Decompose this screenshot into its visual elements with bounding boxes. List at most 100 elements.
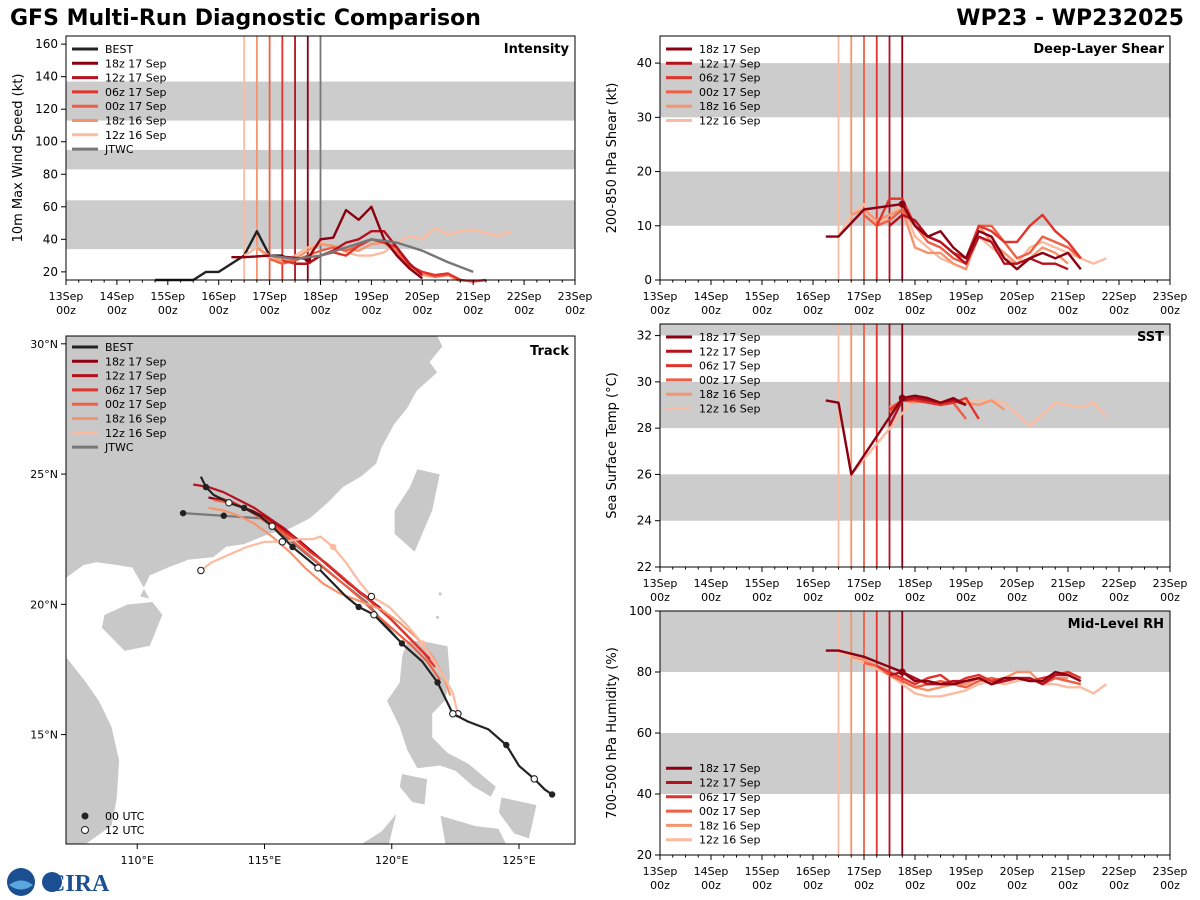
x-tick-label: 17Sep bbox=[847, 290, 882, 303]
x-tick-label: 17Sep bbox=[847, 865, 882, 878]
x-tick-label: 00z bbox=[1058, 879, 1078, 892]
y-tick-label: 140 bbox=[35, 70, 58, 84]
panel-title: Track bbox=[530, 344, 569, 359]
track-marker-00utc bbox=[503, 741, 510, 749]
legend-label: 12z 16 Sep bbox=[699, 115, 761, 128]
x-tick-label: 00z bbox=[1058, 591, 1078, 604]
panel-title: Intensity bbox=[504, 42, 570, 57]
x-tick-label: 00z bbox=[1160, 879, 1180, 892]
x-tick-label: 16Sep bbox=[796, 865, 831, 878]
x-tick-label: 16Sep bbox=[201, 290, 236, 303]
legend-label: 18z 16 Sep bbox=[105, 115, 167, 128]
x-tick-label: 00z bbox=[905, 591, 925, 604]
x-tick-label: 20Sep bbox=[1000, 290, 1035, 303]
x-tick-label: 17Sep bbox=[847, 577, 882, 590]
x-tick-label: 00z bbox=[701, 879, 721, 892]
y-tick-label: 26 bbox=[637, 467, 652, 481]
x-tick-label: 00z bbox=[650, 879, 670, 892]
x-tick-label: 20Sep bbox=[1000, 865, 1035, 878]
y-tick-label: 28 bbox=[637, 421, 652, 435]
axes-frame bbox=[65, 335, 576, 845]
x-tick-label: 14Sep bbox=[694, 290, 729, 303]
storm-id-title: WP23 - WP232025 bbox=[956, 6, 1184, 31]
x-tick-label: 00z bbox=[56, 304, 76, 317]
legend-label: 00z 17 Sep bbox=[699, 86, 761, 99]
track-marker-12utc bbox=[197, 566, 205, 575]
legend-label: 12z 17 Sep bbox=[105, 72, 167, 85]
x-tick-label: 15Sep bbox=[150, 290, 185, 303]
legend-marker-12utc bbox=[81, 826, 89, 834]
x-tick-label: 00z bbox=[854, 879, 874, 892]
legend-label: 12z 17 Sep bbox=[699, 777, 761, 790]
y-tick-label: 120 bbox=[35, 102, 58, 116]
y-axis-label: 700-500 hPa Humidity (%) bbox=[605, 647, 620, 819]
x-tick-label: 110°E bbox=[121, 854, 154, 867]
x-tick-label: 22Sep bbox=[1102, 290, 1137, 303]
noaa-wave-icon bbox=[9, 880, 33, 890]
track-marker-12utc bbox=[530, 775, 539, 783]
series-marker bbox=[898, 200, 906, 208]
series-line-12z-17-Sep bbox=[295, 229, 424, 276]
x-tick-label: 00z bbox=[752, 304, 772, 317]
y-tick-label: 22 bbox=[637, 560, 652, 574]
land-taiwan bbox=[393, 468, 441, 553]
track-marker-00utc bbox=[434, 679, 441, 686]
series-line-12z-16-Sep bbox=[837, 649, 1108, 698]
track-marker-00utc bbox=[220, 512, 227, 519]
x-tick-label: 14Sep bbox=[100, 290, 135, 303]
x-tick-label: 00z bbox=[362, 304, 382, 317]
x-tick-label: 00z bbox=[905, 304, 925, 317]
legend-label: 06z 17 Sep bbox=[699, 791, 761, 804]
x-tick-label: 21Sep bbox=[1051, 577, 1086, 590]
land-babuyan bbox=[436, 615, 440, 619]
series-line-JTWC bbox=[269, 238, 474, 274]
legend-label: 12 UTC bbox=[105, 824, 145, 837]
y-tick-label: 60 bbox=[637, 726, 652, 740]
track-marker-12utc bbox=[314, 564, 322, 572]
x-tick-label: 16Sep bbox=[796, 290, 831, 303]
legend-label: 12z 16 Sep bbox=[699, 834, 761, 847]
x-tick-label: 21Sep bbox=[1051, 290, 1086, 303]
track-marker-00utc bbox=[240, 504, 248, 512]
panel-title: Mid-Level RH bbox=[1068, 617, 1164, 632]
x-tick-label: 00z bbox=[854, 591, 874, 604]
y-tick-label: 40 bbox=[637, 56, 652, 70]
legend-label: JTWC bbox=[104, 143, 134, 156]
x-tick-label: 20Sep bbox=[1000, 577, 1035, 590]
panel-shear: 01020304013Sep00z14Sep00z15Sep00z16Sep00… bbox=[605, 35, 1187, 317]
x-tick-label: 16Sep bbox=[796, 577, 831, 590]
x-tick-label: 14Sep bbox=[694, 577, 729, 590]
x-tick-label: 00z bbox=[650, 304, 670, 317]
x-tick-label: 22Sep bbox=[1102, 865, 1137, 878]
x-tick-label: 00z bbox=[1109, 879, 1129, 892]
y-tick-label: 20 bbox=[637, 848, 652, 862]
track-marker-12utc bbox=[278, 538, 287, 546]
land-palawan bbox=[360, 812, 398, 844]
y-tick-label: 10 bbox=[637, 219, 652, 233]
x-tick-label: 00z bbox=[701, 591, 721, 604]
panel-title: SST bbox=[1137, 330, 1164, 345]
legend-label: 00z 17 Sep bbox=[105, 398, 167, 411]
land-visayas bbox=[439, 814, 507, 844]
x-tick-label: 13Sep bbox=[643, 865, 678, 878]
legend-label: 18z 16 Sep bbox=[699, 100, 761, 113]
x-tick-label: 00z bbox=[650, 591, 670, 604]
x-tick-label: 00z bbox=[1007, 591, 1027, 604]
legend-label: 18z 17 Sep bbox=[699, 43, 761, 56]
x-tick-label: 00z bbox=[956, 591, 976, 604]
land-hainan bbox=[101, 601, 164, 652]
track-marker-12utc bbox=[449, 709, 457, 718]
x-tick-label: 00z bbox=[1007, 879, 1027, 892]
legend-label: 12z 17 Sep bbox=[105, 370, 167, 383]
y-tick-label: 20 bbox=[43, 265, 58, 279]
land-batanes bbox=[438, 592, 442, 596]
legend-label: 06z 17 Sep bbox=[699, 72, 761, 85]
x-tick-label: 23Sep bbox=[1153, 865, 1188, 878]
track-marker-00utc bbox=[330, 543, 337, 551]
panel-title: Deep-Layer Shear bbox=[1033, 42, 1164, 57]
y-tick-label: 25°N bbox=[30, 468, 58, 481]
y-tick-label: 0 bbox=[644, 273, 652, 287]
